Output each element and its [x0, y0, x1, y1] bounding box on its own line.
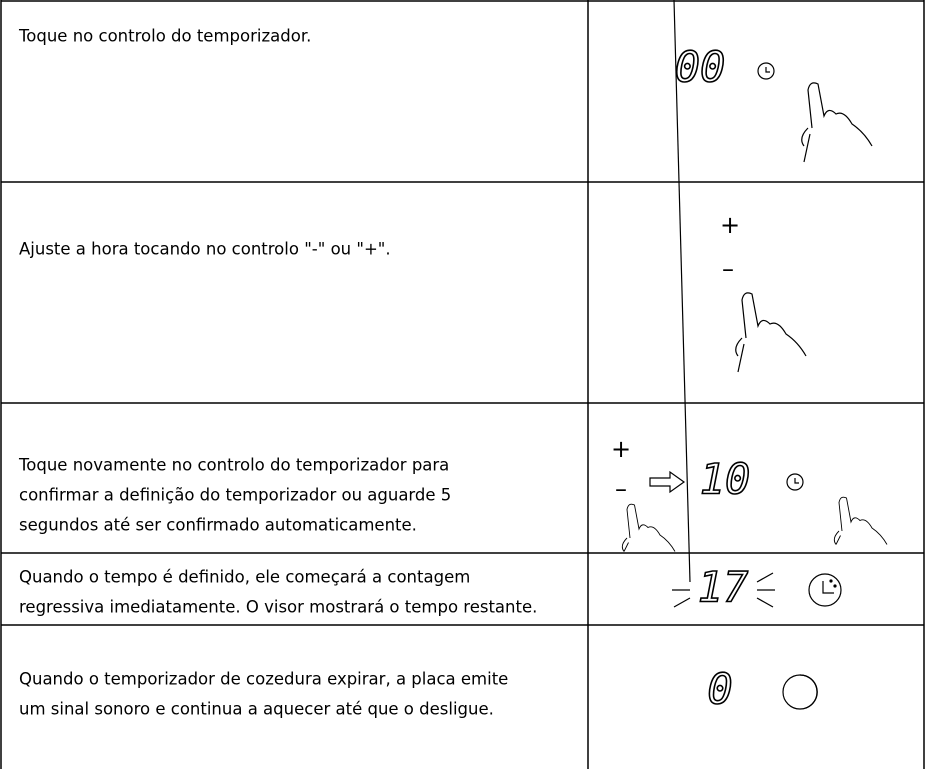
- step-text: Ajuste a hora tocando no controlo "-" ou…: [19, 240, 391, 259]
- display-digits: 17: [698, 563, 749, 612]
- display-digits: 10: [700, 455, 751, 504]
- blink-marks: [672, 0, 775, 608]
- minus-symbol: –: [615, 475, 627, 503]
- step-text: Quando o temporizador de cozedura expira…: [19, 670, 508, 689]
- plus-symbol: +: [611, 435, 631, 463]
- arrow-icon: [649, 470, 686, 494]
- timer-icon: [757, 62, 775, 80]
- hand-icon: [833, 496, 888, 545]
- minus-symbol: –: [722, 255, 734, 283]
- step-text: um sinal sonoro e continua a aquecer até…: [19, 700, 494, 719]
- timer-icon: [808, 573, 842, 607]
- display-digits: 00: [675, 43, 726, 92]
- hand-icon: [621, 503, 676, 552]
- step-text: confirmar a definição do temporizador ou…: [19, 486, 451, 505]
- hand-icon: [735, 292, 807, 373]
- step-text: Toque novamente no controlo do temporiza…: [18, 456, 449, 475]
- step-text: segundos até ser confirmado automaticame…: [19, 516, 417, 535]
- hand-icon: [801, 82, 873, 163]
- step-text: Toque no controlo do temporizador.: [18, 27, 311, 46]
- countdown-ring: [782, 674, 818, 710]
- display-digits: 0: [707, 665, 732, 714]
- step-text: regressiva imediatamente. O visor mostra…: [19, 598, 537, 617]
- timer-icon: [786, 473, 804, 491]
- plus-symbol: +: [720, 211, 740, 239]
- step-text: Quando o tempo é definido, ele começará …: [19, 568, 470, 587]
